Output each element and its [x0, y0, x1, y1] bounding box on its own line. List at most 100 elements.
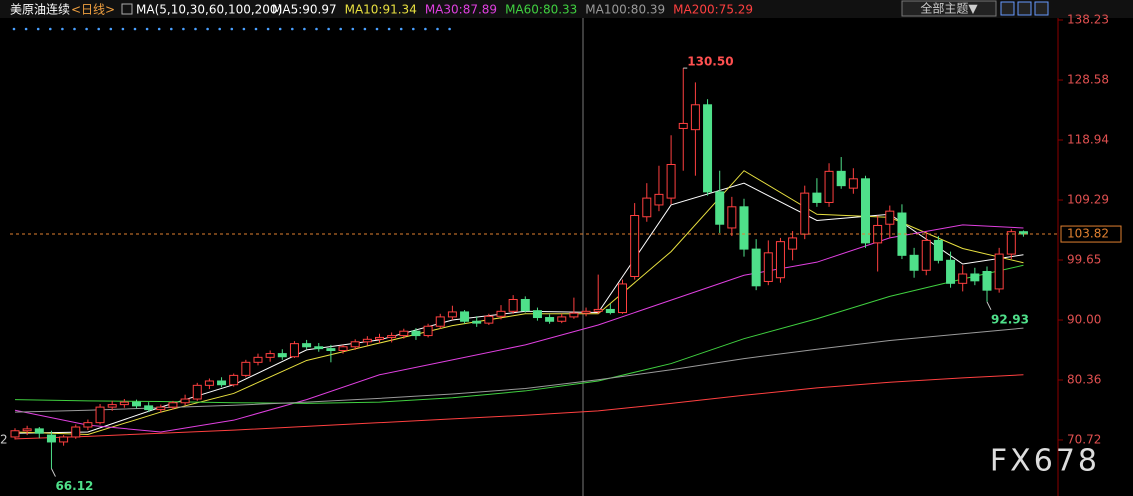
candle-body — [946, 259, 956, 284]
candle-body — [581, 310, 591, 314]
candle-body — [447, 311, 457, 318]
candle-body — [107, 404, 117, 408]
dot-row — [12, 27, 451, 31]
candle-body — [435, 316, 445, 327]
chart-title: 美原油连续 — [10, 2, 70, 17]
candle-body — [10, 430, 20, 438]
candle-body — [630, 215, 640, 277]
tool-button[interactable] — [1017, 1, 1032, 16]
candle-body — [362, 338, 372, 343]
left-axis-label: 2 — [0, 433, 8, 447]
period: <日线> — [71, 3, 115, 17]
candle-body — [496, 310, 506, 317]
annotation-leader — [986, 301, 992, 311]
candle-body — [399, 330, 409, 337]
candle-body — [824, 170, 834, 203]
candle-body — [46, 434, 56, 443]
candle-body — [727, 206, 737, 229]
y-tick-label: 80.36 — [1067, 372, 1101, 386]
candle-body — [812, 192, 822, 203]
candle-body — [690, 104, 700, 131]
candle-body — [751, 248, 761, 287]
candle-body — [569, 312, 579, 318]
legend-entry: MA10:91.34 — [345, 3, 417, 17]
y-tick-label: 70.72 — [1067, 432, 1101, 446]
candle-body — [265, 353, 275, 358]
candle-body — [34, 428, 44, 434]
candle-body — [132, 401, 141, 407]
legend-entry: MA100:80.39 — [585, 3, 665, 17]
candle-body — [411, 330, 421, 337]
candle-body — [375, 336, 384, 340]
candle-body — [1018, 231, 1028, 235]
candle-body — [241, 361, 251, 376]
ma-line — [14, 224, 1024, 433]
candle-body — [289, 343, 299, 358]
candle-body — [520, 298, 530, 312]
ma-line — [14, 182, 1024, 434]
legend-entry: MA60:80.33 — [505, 3, 577, 17]
candle-body — [277, 353, 287, 358]
candle-body — [192, 384, 202, 400]
ma-icon[interactable] — [121, 3, 133, 15]
last-price-label: 103.82 — [1067, 227, 1109, 241]
candle-body — [618, 283, 627, 314]
candle-body — [1006, 231, 1016, 255]
candle-body — [545, 317, 555, 322]
candle-body — [326, 348, 336, 352]
candle-body — [83, 422, 93, 428]
candle-body — [387, 335, 397, 338]
legend-entry: MA200:75.29 — [673, 3, 753, 17]
candle-body — [22, 428, 32, 432]
y-tick-label: 128.58 — [1067, 73, 1109, 87]
candle-body — [848, 178, 858, 189]
candle-body — [59, 436, 69, 443]
tool-button[interactable] — [1034, 1, 1049, 16]
candle-body — [836, 170, 846, 187]
candle-body — [885, 210, 895, 225]
annotation: 130.50 — [687, 55, 733, 69]
candle-body — [994, 253, 1004, 290]
candle-body — [253, 356, 263, 363]
last-price-box — [1060, 225, 1122, 243]
candle-body — [423, 325, 433, 337]
candle-body — [678, 122, 688, 129]
annotation: 92.93 — [991, 312, 1029, 326]
candle-body — [338, 346, 348, 352]
candle-body — [119, 401, 129, 406]
candle-body — [909, 254, 919, 271]
candle-body — [605, 308, 615, 314]
ma-line — [14, 374, 1024, 440]
candle-body — [204, 380, 214, 386]
candle-body — [654, 193, 664, 206]
legend-entry: MA5:90.97 — [272, 3, 337, 17]
y-tick-label: 109.29 — [1067, 193, 1109, 207]
tool-button[interactable] — [1000, 1, 1015, 16]
annotation-leader — [51, 468, 56, 477]
candle-body — [95, 406, 105, 424]
candle-body — [982, 270, 992, 291]
candle-body — [861, 178, 870, 244]
candle-body — [715, 191, 725, 225]
theme-button[interactable] — [901, 0, 997, 17]
y-tick-label: 90.00 — [1067, 313, 1101, 327]
candle-body — [229, 374, 239, 386]
candle-body — [508, 298, 518, 312]
candle-body — [532, 310, 542, 319]
candle-body — [168, 402, 178, 408]
candle-body — [144, 405, 154, 411]
candle-body — [302, 343, 312, 348]
y-tick-label: 99.65 — [1067, 252, 1101, 266]
candle-body — [921, 239, 931, 271]
ma-line — [14, 170, 1024, 435]
header-bar — [0, 0, 1133, 18]
candle-body — [593, 308, 603, 312]
ma-line — [14, 264, 1024, 404]
candle-body — [763, 252, 773, 282]
candle-body — [666, 164, 676, 199]
y-tick-label: 138.23 — [1067, 13, 1109, 27]
candle-body — [642, 197, 652, 218]
candle-body — [775, 241, 785, 279]
